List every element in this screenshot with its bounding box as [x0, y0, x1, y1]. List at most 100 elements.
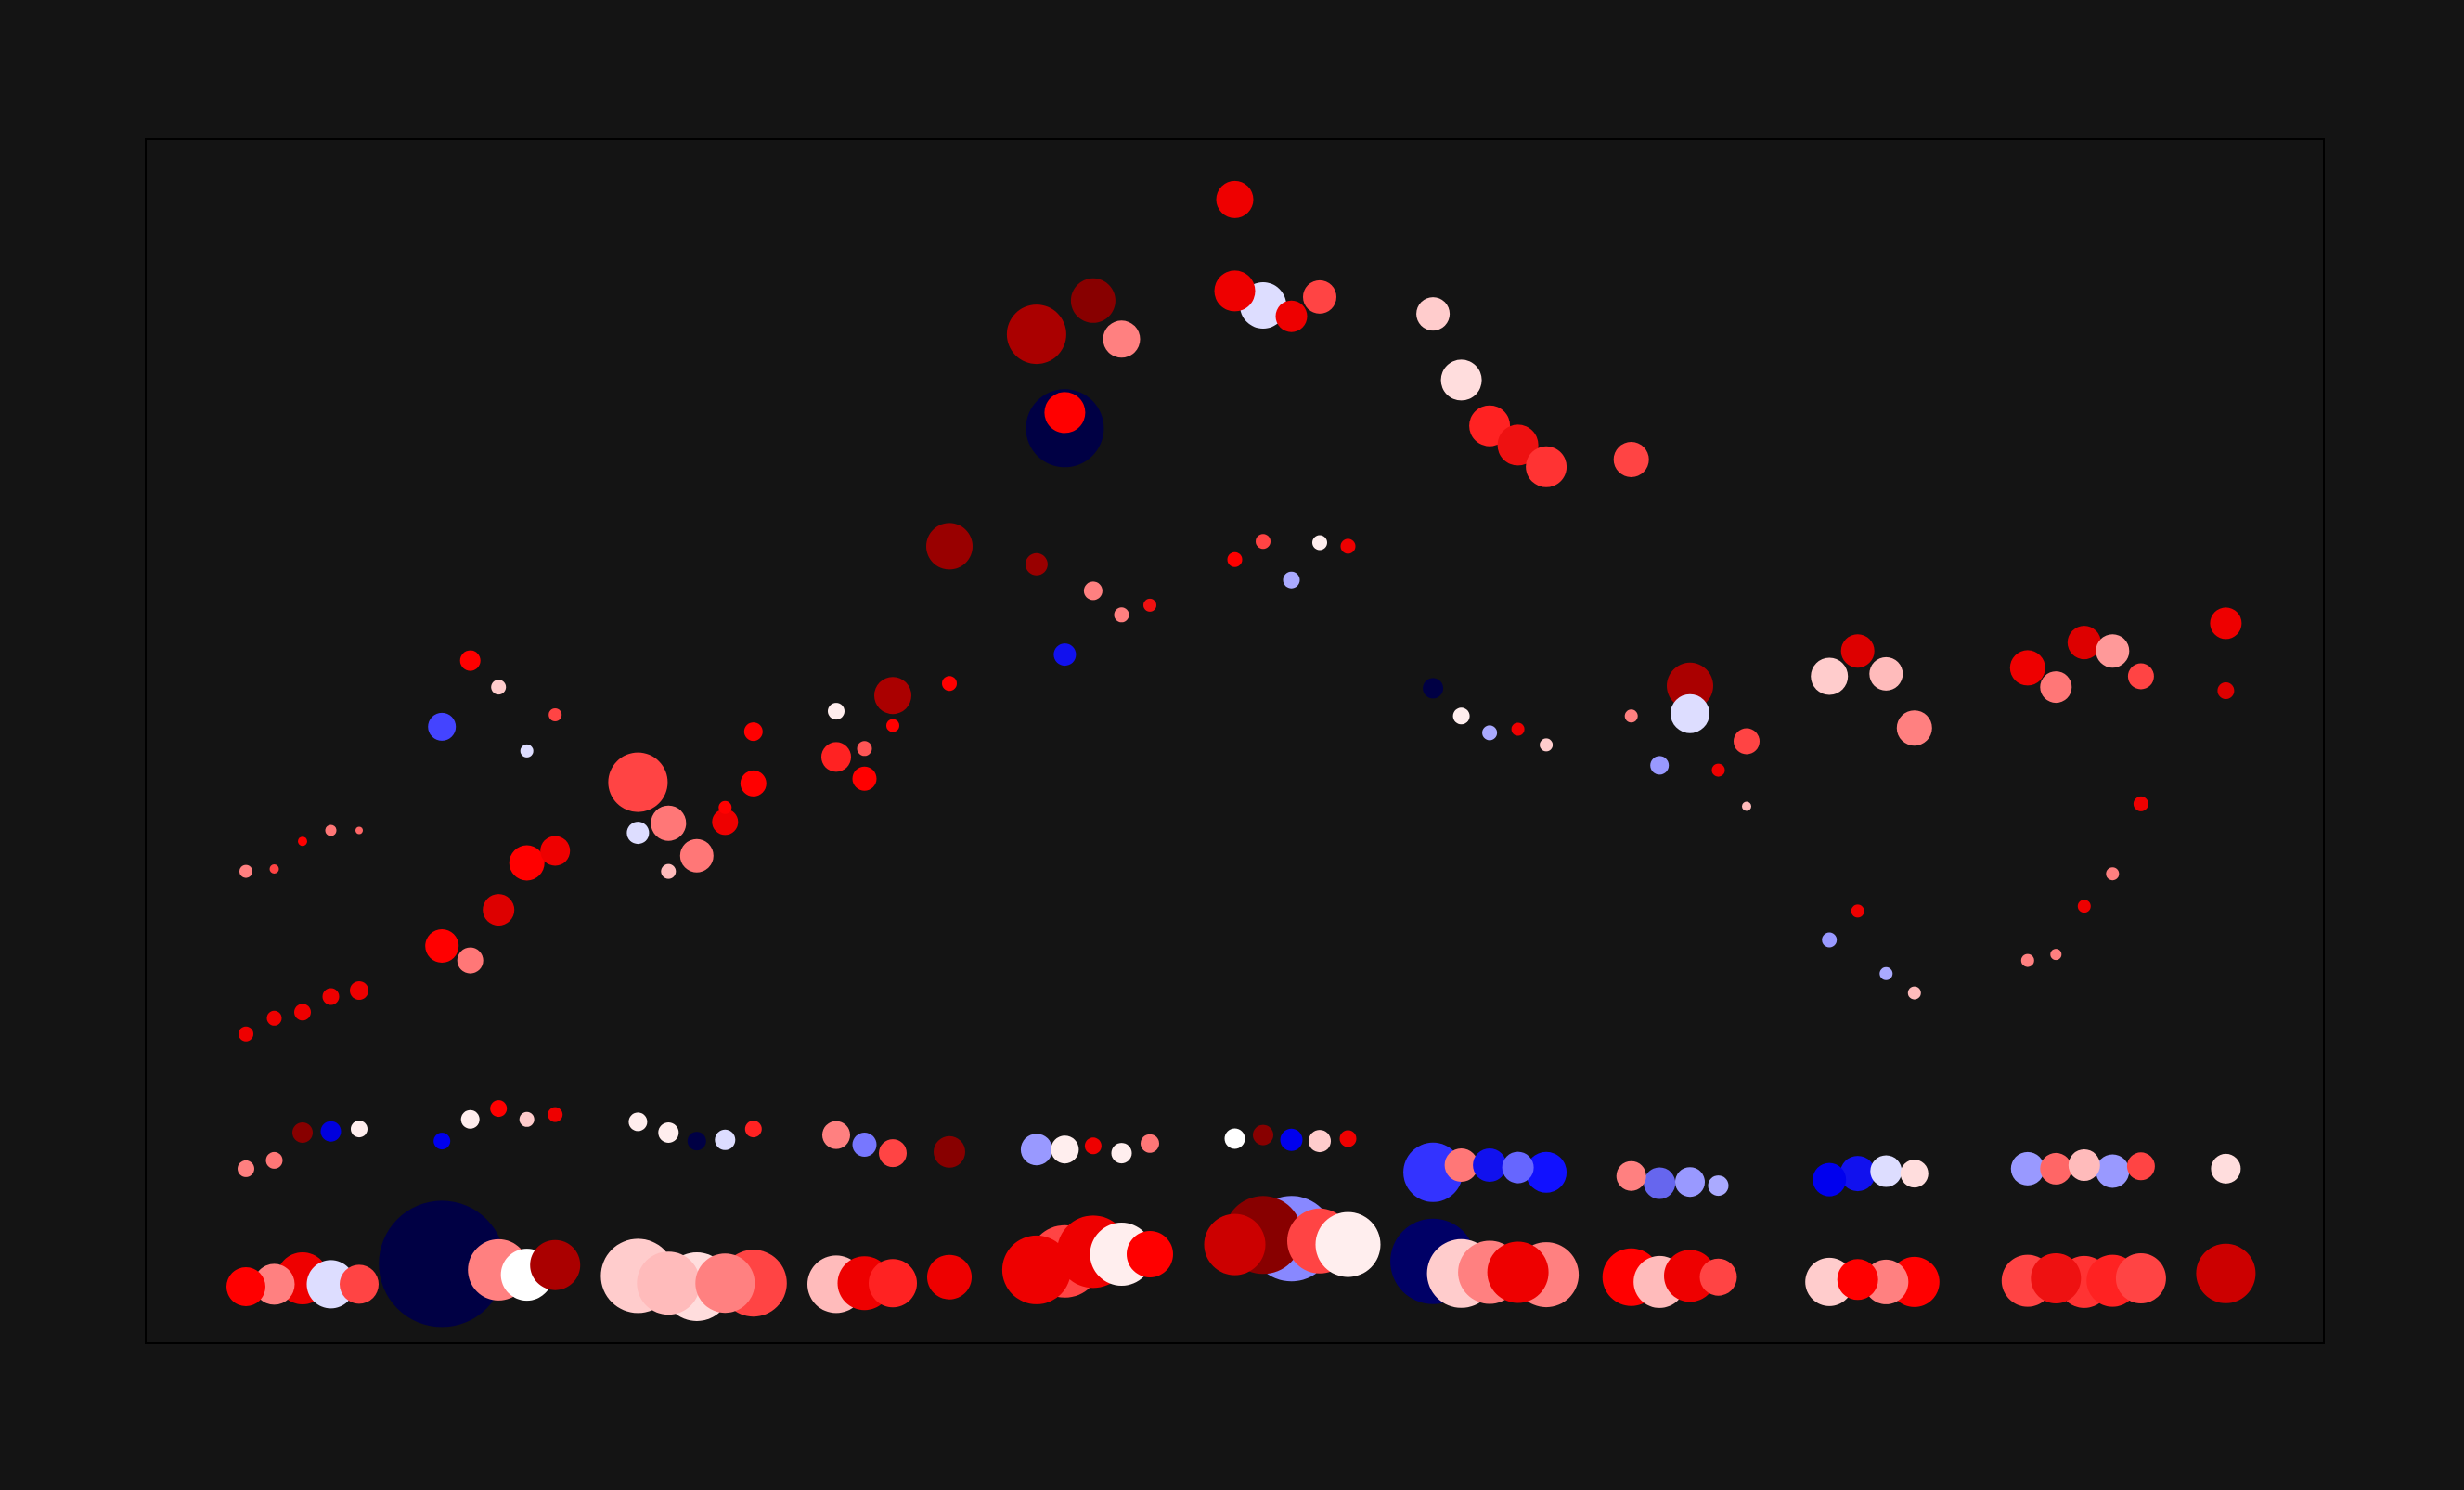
data-point-upper: [2020, 953, 2034, 967]
plot-area: [145, 138, 2325, 1344]
data-point-upper: [1526, 446, 1567, 487]
data-point-upper: [1275, 300, 1308, 332]
data-point-lower: [1339, 1130, 1357, 1147]
data-point-upper: [1025, 552, 1048, 576]
data-point-lower: [1813, 1162, 1847, 1197]
data-point-upper: [1070, 278, 1116, 323]
data-point-middle: [266, 1010, 282, 1026]
data-point-lower: [433, 1133, 451, 1150]
data-point-middle: [294, 1004, 311, 1021]
data-point-upper: [1114, 607, 1129, 623]
data-point-bottom: [869, 1259, 917, 1308]
data-point-upper: [459, 650, 481, 671]
data-point-upper: [1440, 359, 1482, 401]
data-point-middle: [457, 947, 484, 974]
data-point-upper: [1044, 392, 1086, 434]
data-point-lower: [2096, 1154, 2130, 1188]
data-point-upper: [2217, 682, 2235, 699]
data-point-upper: [2050, 949, 2062, 961]
data-point-bottom: [379, 1200, 506, 1328]
data-point-upper: [1053, 643, 1077, 667]
data-point-upper: [2009, 650, 2045, 686]
data-point-lower: [1502, 1151, 1534, 1184]
data-point-upper: [679, 838, 714, 873]
data-point-lower: [490, 1100, 508, 1118]
data-point-lower: [1870, 1155, 1903, 1187]
data-point-upper: [1216, 180, 1254, 218]
data-point-lower: [628, 1112, 648, 1132]
data-point-lower: [687, 1132, 706, 1151]
data-point-bottom: [1127, 1231, 1173, 1277]
data-point-lower: [1708, 1175, 1729, 1197]
data-point-bottom: [530, 1239, 581, 1290]
data-point-upper: [1624, 709, 1638, 723]
data-point-upper: [942, 676, 957, 692]
data-point-bottom: [2115, 1253, 2166, 1303]
data-point-upper: [857, 741, 872, 757]
data-point-upper: [608, 752, 668, 812]
data-point-lower: [1020, 1134, 1052, 1166]
data-point-upper: [491, 680, 507, 695]
data-point-bottom: [1837, 1259, 1878, 1301]
data-point-bottom: [2031, 1253, 2082, 1303]
data-point-upper: [1840, 634, 1875, 668]
data-point-upper: [1006, 304, 1066, 365]
data-point-lower: [1616, 1160, 1646, 1191]
data-point-upper: [740, 770, 767, 797]
data-point-bottom: [1487, 1241, 1549, 1303]
data-point-upper: [1256, 534, 1271, 550]
data-point-upper: [1103, 320, 1141, 358]
data-point-upper: [626, 822, 650, 845]
data-point-bottom: [637, 1251, 701, 1315]
data-points: [226, 180, 2256, 1328]
data-point-upper: [2067, 626, 2101, 660]
data-point-upper: [1497, 424, 1539, 466]
data-point-upper: [2106, 867, 2120, 881]
data-point-upper: [712, 809, 739, 836]
data-point-upper: [1671, 693, 1709, 733]
data-point-upper: [1667, 662, 1713, 709]
data-point-lower: [822, 1121, 850, 1149]
data-point-lower: [1444, 1148, 1478, 1182]
data-point-upper: [1540, 738, 1554, 752]
data-point-lower: [934, 1135, 965, 1168]
data-point-middle: [509, 845, 545, 881]
data-point-lower: [2068, 1149, 2100, 1181]
data-point-upper: [1822, 932, 1838, 948]
data-point-lower: [1141, 1134, 1159, 1153]
data-point-bottom: [1315, 1211, 1381, 1277]
data-point-upper: [852, 766, 877, 791]
data-point-upper: [1650, 756, 1670, 775]
data-point-upper: [2096, 634, 2130, 668]
data-point-upper: [2077, 900, 2091, 913]
data-point-middle: [239, 1026, 253, 1042]
data-point-bottom: [1699, 1258, 1737, 1296]
data-point-upper: [1312, 535, 1327, 551]
data-point-lower: [2040, 1152, 2072, 1185]
data-point-lower: [658, 1122, 679, 1143]
data-point-upper: [2210, 607, 2242, 640]
data-point-bottom: [226, 1267, 265, 1306]
data-point-upper: [821, 742, 851, 772]
data-point-lower: [1526, 1151, 1567, 1193]
data-point-lower: [1051, 1135, 1079, 1164]
data-point-upper: [1482, 725, 1498, 741]
data-point-upper: [1711, 763, 1725, 777]
data-point-lower: [852, 1133, 877, 1157]
data-point-upper: [2127, 663, 2154, 690]
data-point-lower: [292, 1122, 313, 1143]
data-point-upper: [1214, 270, 1256, 312]
data-point-lower: [1084, 1137, 1102, 1155]
data-point-lower: [879, 1139, 907, 1168]
data-point-upper: [743, 722, 763, 742]
data-point-upper: [1907, 986, 1921, 1000]
data-point-upper: [2133, 796, 2148, 811]
data-point-lower: [2010, 1151, 2045, 1186]
data-point-lower: [1253, 1124, 1273, 1146]
data-point-upper: [1303, 279, 1336, 314]
data-point-bottom: [2196, 1243, 2256, 1303]
data-point-lower: [351, 1121, 368, 1138]
data-point-upper: [1811, 657, 1849, 695]
data-point-lower: [1280, 1128, 1303, 1151]
